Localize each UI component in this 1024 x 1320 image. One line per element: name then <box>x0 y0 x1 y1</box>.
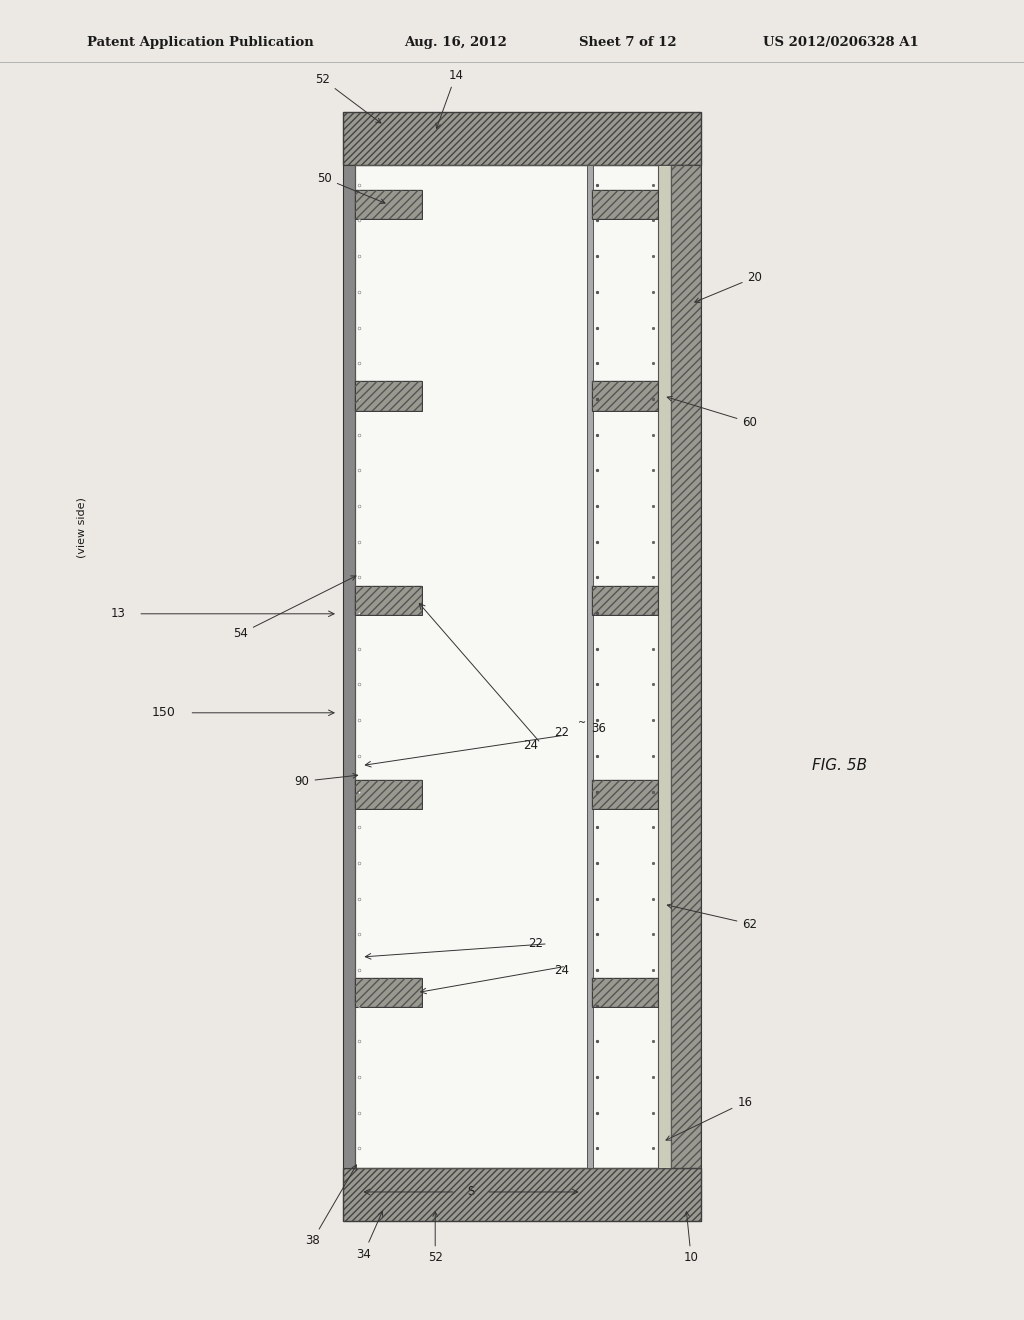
Text: 16: 16 <box>666 1096 753 1140</box>
Bar <box>658 165 671 1168</box>
Bar <box>592 586 658 615</box>
Text: US 2012/0206328 A1: US 2012/0206328 A1 <box>763 36 919 49</box>
Text: Aug. 16, 2012: Aug. 16, 2012 <box>404 36 507 49</box>
Text: 38: 38 <box>305 1166 356 1247</box>
Bar <box>593 165 658 1168</box>
Text: (view side): (view side) <box>77 498 87 558</box>
Text: Patent Application Publication: Patent Application Publication <box>87 36 313 49</box>
Text: 52: 52 <box>315 73 381 123</box>
Text: 24: 24 <box>523 739 538 752</box>
Text: 34: 34 <box>356 1212 383 1261</box>
Text: 90: 90 <box>295 774 357 788</box>
Text: 22: 22 <box>528 937 543 950</box>
Bar <box>592 190 658 219</box>
Text: 13: 13 <box>111 607 125 620</box>
Bar <box>592 978 658 1007</box>
Text: FIG. 5B: FIG. 5B <box>812 758 867 774</box>
Text: ~: ~ <box>578 718 586 729</box>
Bar <box>355 978 422 1007</box>
Bar <box>355 190 422 219</box>
Text: 52: 52 <box>428 1212 442 1265</box>
Bar <box>592 780 658 809</box>
Bar <box>355 381 422 411</box>
Bar <box>355 780 422 809</box>
Text: 54: 54 <box>233 576 356 640</box>
Text: 62: 62 <box>668 904 758 931</box>
Text: 10: 10 <box>684 1212 698 1265</box>
Bar <box>355 780 422 809</box>
Bar <box>355 586 422 615</box>
Bar <box>592 381 658 411</box>
Bar <box>592 978 658 1007</box>
Bar <box>587 165 593 1168</box>
Text: 60: 60 <box>668 396 758 429</box>
Bar <box>343 112 701 165</box>
Bar <box>592 780 658 809</box>
Text: 36: 36 <box>592 722 606 735</box>
Bar <box>343 1168 701 1221</box>
Bar <box>671 165 701 1168</box>
Bar <box>592 190 658 219</box>
Text: 150: 150 <box>152 706 176 719</box>
Bar <box>592 586 658 615</box>
Text: 22: 22 <box>554 726 568 739</box>
Text: S: S <box>467 1185 475 1199</box>
Bar <box>671 165 701 1168</box>
Text: Sheet 7 of 12: Sheet 7 of 12 <box>579 36 676 49</box>
Bar <box>355 978 422 1007</box>
Text: 50: 50 <box>317 172 385 203</box>
Bar <box>355 381 422 411</box>
Text: 20: 20 <box>694 271 763 302</box>
Bar <box>343 112 701 165</box>
Text: 24: 24 <box>554 964 568 977</box>
Bar <box>355 190 422 219</box>
Bar <box>343 165 355 1168</box>
Bar <box>343 1168 701 1221</box>
Text: 14: 14 <box>436 69 463 128</box>
Bar <box>592 381 658 411</box>
Bar <box>355 586 422 615</box>
Bar <box>355 165 587 1168</box>
